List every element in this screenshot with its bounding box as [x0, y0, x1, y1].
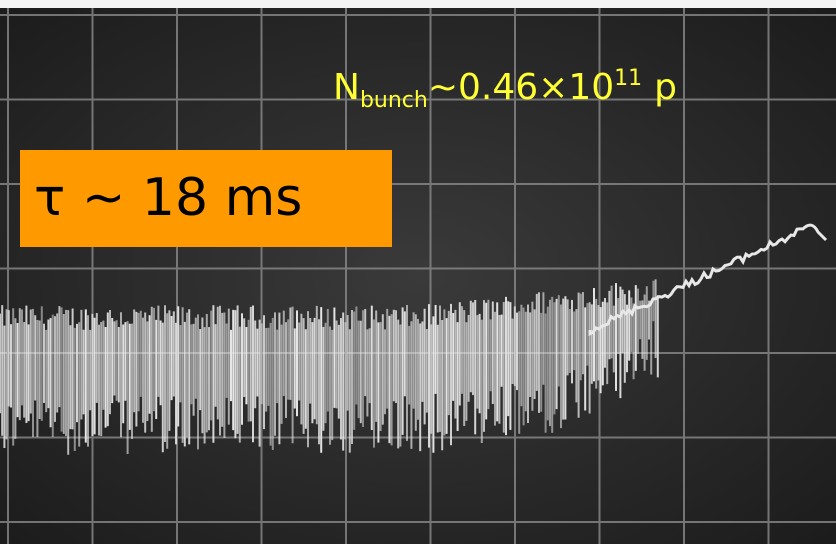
signal-trace: [0, 223, 828, 455]
screen-background: [0, 8, 836, 544]
symbol: N: [333, 67, 360, 108]
exponent: 11: [614, 66, 643, 91]
unit: p: [654, 67, 677, 108]
value: ~0.46×10: [427, 67, 615, 108]
trace-ramp: [588, 223, 828, 337]
beam-intensity-label: Nbunch~0.46×1011 p: [333, 66, 677, 113]
subscript: bunch: [359, 88, 428, 113]
top-strip: [0, 0, 836, 8]
time-constant-box: τ ~ 18 ms: [20, 150, 392, 247]
